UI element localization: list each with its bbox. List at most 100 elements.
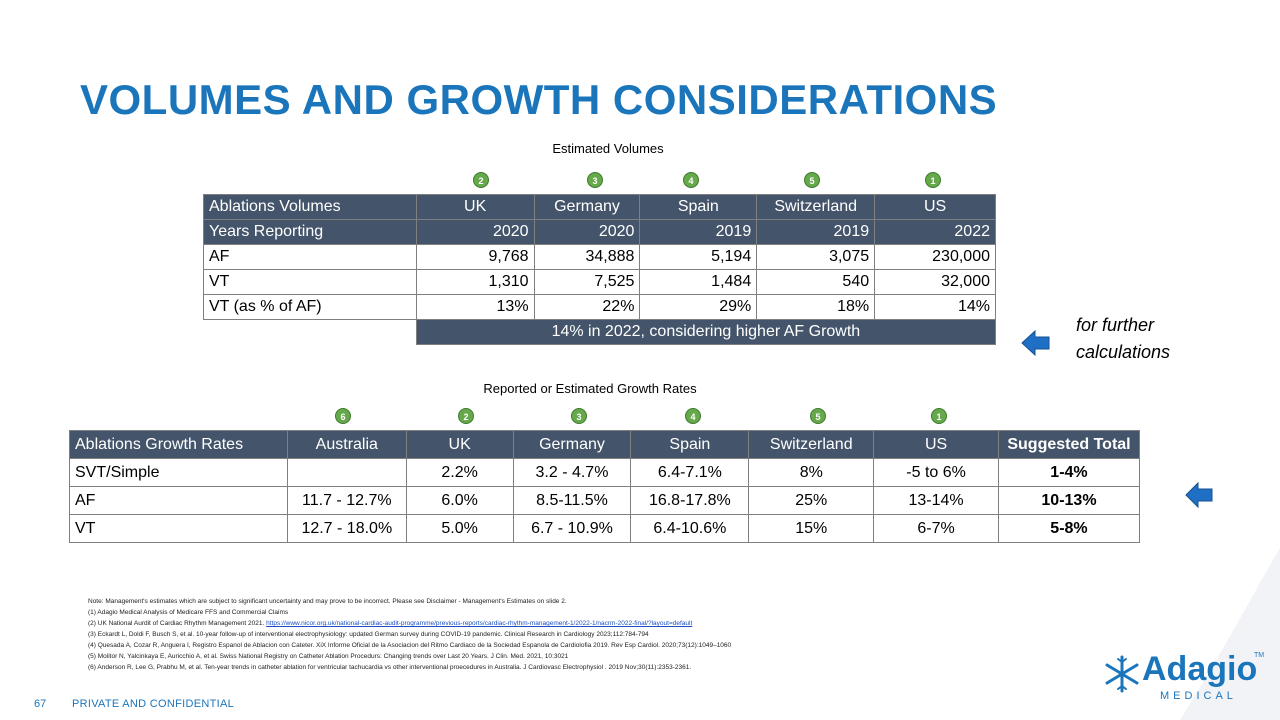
row-label: VT (as % of AF) (203, 294, 417, 320)
volumes-header-label: Ablations Volumes (203, 194, 417, 220)
years-cell: 2019 (756, 219, 876, 245)
growth-header-germany: Germany (512, 430, 632, 459)
suggested-total-cell: 5-8% (997, 514, 1141, 543)
logo-tm: TM (1254, 652, 1265, 659)
table-cell: 22% (533, 294, 641, 320)
page-title: VOLUMES AND GROWTH CONSIDERATIONS (80, 76, 998, 123)
table-cell: 16.8-17.8% (630, 486, 750, 515)
side-note-line2: calculations (1076, 342, 1171, 362)
row-label: SVT/Simple (69, 458, 288, 487)
growth-header-uk: UK (405, 430, 514, 459)
table-cell: 9,768 (415, 244, 535, 270)
side-note: for further calculations (1076, 312, 1170, 366)
growth-header-switzerland: Switzerland (748, 430, 875, 459)
adagio-logo: Adagio TM MEDICAL (1102, 650, 1278, 710)
left-arrow-icon (1021, 329, 1050, 357)
table-cell: 11.7 - 12.7% (286, 486, 407, 515)
table-row: VT 1,310 7,525 1,484 540 32,000 (203, 269, 996, 295)
growth-header-label: Ablations Growth Rates (69, 430, 288, 459)
left-arrow-icon (1185, 481, 1213, 509)
snowflake-icon (1105, 655, 1139, 693)
years-cell: 2020 (415, 219, 535, 245)
note-ref-6: (6) Anderson R, Lee G, Prabhu M, et al. … (88, 664, 692, 671)
table-cell: 34,888 (533, 244, 641, 270)
ref-badge-spain: 4 (685, 408, 701, 424)
side-note-line1: for further (1076, 315, 1155, 335)
table-cell: 540 (756, 269, 876, 295)
ref-badge-uk: 2 (458, 408, 474, 424)
suggested-total-cell: 10-13% (997, 486, 1141, 515)
ref-badge-us: 1 (931, 408, 947, 424)
table-cell: 230,000 (874, 244, 996, 270)
ref-badge-uk: 2 (473, 172, 489, 188)
volumes-caption: Estimated Volumes (552, 141, 664, 156)
summary-row: 14% in 2022, considering higher AF Growt… (203, 319, 997, 345)
table-cell: 14% (874, 294, 996, 320)
note-ref-1: (1) Adagio Medical Analysis of Medicare … (88, 609, 289, 616)
note-ref-3: (3) Eckardt L, Doldi F, Busch S, et al. … (88, 631, 649, 638)
years-reporting-row: Years Reporting 2020 2020 2019 2019 2022 (203, 219, 996, 245)
growth-table: Ablations Growth Rates Australia UK Germ… (69, 430, 1141, 543)
growth-header-australia: Australia (286, 430, 407, 459)
ref-badge-us: 1 (925, 172, 941, 188)
row-label: VT (203, 269, 417, 295)
summary-blank (203, 319, 417, 345)
years-reporting-label: Years Reporting (203, 219, 417, 245)
volumes-header-us: US (874, 194, 996, 220)
table-cell: 12.7 - 18.0% (286, 514, 407, 543)
table-cell: 29% (639, 294, 758, 320)
page-number: 67 (34, 698, 47, 710)
ref-badge-switzerland: 5 (810, 408, 826, 424)
logo-subtitle: MEDICAL (1160, 690, 1237, 702)
ref-badge-germany: 3 (587, 172, 603, 188)
note-ref-2-link[interactable]: https://www.nicor.org.uk/national-cardia… (266, 620, 693, 627)
table-cell: 5,194 (639, 244, 758, 270)
table-cell: 25% (748, 486, 875, 515)
table-row: SVT/Simple 2.2% 3.2 - 4.7% 6.4-7.1% 8% -… (69, 458, 1141, 487)
volumes-header-uk: UK (415, 194, 535, 220)
table-cell: 32,000 (874, 269, 996, 295)
table-cell: 6.4-10.6% (630, 514, 750, 543)
table-cell: 3.2 - 4.7% (512, 458, 632, 487)
table-cell: 2.2% (405, 458, 514, 487)
table-cell: 3,075 (756, 244, 876, 270)
note-ref-4: (4) Quesada A, Cozar R, Anguera I, Regis… (88, 642, 732, 649)
ref-badge-spain: 4 (683, 172, 699, 188)
volumes-header-germany: Germany (533, 194, 641, 220)
table-cell: 8.5-11.5% (512, 486, 632, 515)
note-ref-2-text: (2) UK National Aurdit of Cardiac Rhythm… (88, 620, 265, 627)
table-row: AF 11.7 - 12.7% 6.0% 8.5-11.5% 16.8-17.8… (69, 486, 1141, 515)
growth-caption: Reported or Estimated Growth Rates (483, 381, 697, 396)
table-cell: 18% (756, 294, 876, 320)
volumes-table: Ablations Volumes UK Germany Spain Switz… (203, 194, 997, 345)
confidential-label: PRIVATE AND CONFIDENTIAL (72, 698, 235, 710)
suggested-total-cell: 1-4% (997, 458, 1141, 487)
table-row: AF 9,768 34,888 5,194 3,075 230,000 (203, 244, 996, 270)
ref-badge-switzerland: 5 (804, 172, 820, 188)
years-cell: 2022 (874, 219, 996, 245)
growth-header-row: Ablations Growth Rates Australia UK Germ… (69, 430, 1141, 459)
table-cell: 5.0% (405, 514, 514, 543)
note-ref-5: (5) Molitor N, Yalcinkaya E, Auricchio A… (88, 653, 569, 660)
ref-badge-australia: 6 (335, 408, 351, 424)
summary-cell: 14% in 2022, considering higher AF Growt… (415, 319, 997, 345)
ref-badge-germany: 3 (571, 408, 587, 424)
logo-wordmark: Adagio (1142, 650, 1258, 688)
growth-header-suggested-total: Suggested Total (997, 430, 1141, 459)
table-cell: 6.4-7.1% (630, 458, 750, 487)
note-disclaimer: Note: Management's estimates which are s… (88, 598, 567, 605)
years-cell: 2020 (533, 219, 641, 245)
note-ref-2: (2) UK National Aurdit of Cardiac Rhythm… (88, 620, 692, 627)
table-cell: 1,310 (415, 269, 535, 295)
table-cell: 7,525 (533, 269, 641, 295)
table-row: VT (as % of AF) 13% 22% 29% 18% 14% (203, 294, 996, 320)
table-row: VT 12.7 - 18.0% 5.0% 6.7 - 10.9% 6.4-10.… (69, 514, 1141, 543)
row-label: AF (203, 244, 417, 270)
table-cell: 6.7 - 10.9% (512, 514, 632, 543)
table-cell: 13-14% (873, 486, 999, 515)
volumes-header-row: Ablations Volumes UK Germany Spain Switz… (203, 194, 996, 220)
table-cell: 1,484 (639, 269, 758, 295)
table-cell: 6.0% (405, 486, 514, 515)
table-cell: 6-7% (873, 514, 999, 543)
